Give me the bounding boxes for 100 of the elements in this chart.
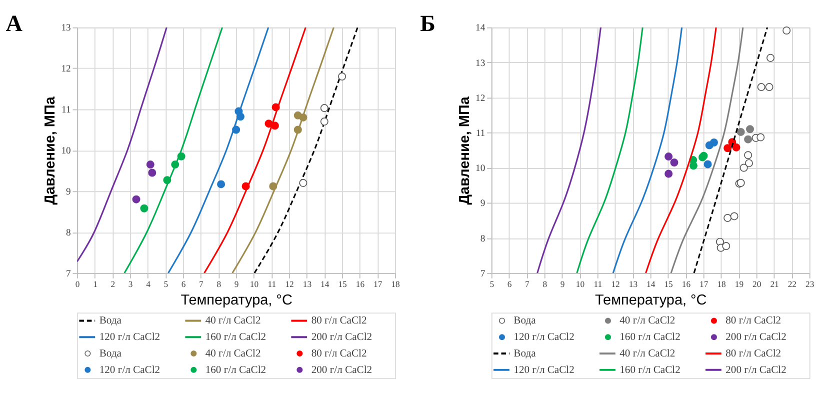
x-tick-label: 17 — [700, 279, 709, 290]
legend-label: 160 г/л CaCl2 — [620, 332, 680, 344]
point — [730, 212, 738, 220]
legend-label: 40 г/л CaCl2 — [620, 348, 676, 360]
x-tick-label: 18 — [391, 279, 400, 290]
y-tick-label: 7 — [66, 268, 72, 280]
y-tick-label: 13 — [61, 22, 72, 34]
x-tick-label: 10 — [250, 279, 259, 290]
point — [299, 178, 308, 187]
line-series — [124, 27, 224, 274]
x-tick-label: 20 — [752, 279, 762, 290]
y-tick-label: 8 — [480, 233, 486, 244]
line-series — [693, 27, 768, 274]
x-tick-label: 11 — [268, 279, 276, 290]
legend-label: 80 г/л CaCl2 — [311, 316, 367, 327]
x-tick-label: 13 — [628, 279, 638, 290]
x-tick-label: 2 — [110, 279, 116, 290]
legend-label: 80 г/л CaCl2 — [726, 316, 782, 327]
x-tick-label: 6 — [507, 279, 512, 290]
point — [766, 54, 775, 62]
y-tick-label: 8 — [66, 227, 72, 238]
y-axis-title: Давление, МПа — [456, 96, 473, 205]
line-series — [612, 27, 683, 274]
chart-title: Б — [420, 11, 436, 38]
legend-label: Вода — [514, 316, 536, 327]
point — [163, 176, 172, 184]
line-series — [254, 27, 358, 274]
legend-label: 40 г/л CaCl2 — [205, 348, 261, 360]
x-tick-label: 9 — [234, 279, 239, 290]
point — [689, 162, 698, 170]
y-tick-label: 10 — [476, 163, 486, 174]
y-tick-label: 10 — [61, 146, 72, 157]
point — [177, 152, 186, 160]
legend-label: 200 г/л CaCl2 — [311, 364, 372, 376]
point — [704, 160, 712, 168]
point — [146, 160, 154, 169]
point — [664, 170, 673, 178]
legend-label: 120 г/л CaCl2 — [514, 332, 574, 344]
point — [132, 195, 140, 204]
x-tick-label: 4 — [146, 279, 152, 290]
legend-label: Вода — [99, 316, 122, 327]
x-axis-title: Температура, °C — [180, 292, 292, 308]
point — [171, 160, 180, 169]
y-tick-label: 13 — [476, 58, 486, 69]
point — [294, 126, 302, 134]
legend-label: Вода — [99, 348, 122, 360]
y-tick-label: 9 — [66, 186, 72, 198]
point — [724, 144, 732, 152]
line-series — [670, 27, 744, 274]
point — [242, 182, 250, 190]
y-axis-title: Давление, МПа — [42, 96, 58, 205]
legend-label: 120 г/л CaCl2 — [99, 364, 160, 376]
line-series — [645, 27, 717, 274]
x-tick-label: 23 — [806, 279, 814, 290]
x-tick-label: 7 — [199, 279, 204, 290]
x-tick-label: 16 — [356, 279, 366, 290]
point — [338, 72, 346, 81]
line-series — [167, 27, 270, 274]
x-tick-label: 13 — [302, 279, 312, 290]
point — [148, 168, 156, 177]
point — [744, 159, 753, 168]
x-tick-label: 18 — [717, 279, 726, 290]
line-series — [232, 27, 335, 274]
point — [320, 104, 328, 112]
x-tick-label: 7 — [525, 279, 530, 290]
point — [236, 112, 244, 121]
legend-label: 40 г/л CaCl2 — [620, 316, 676, 327]
point — [757, 83, 766, 92]
point — [320, 118, 328, 126]
point — [732, 143, 740, 152]
point — [269, 182, 278, 190]
point — [232, 126, 240, 134]
x-tick-label: 10 — [576, 279, 585, 290]
x-tick-label: 14 — [320, 279, 330, 290]
legend-label: 200 г/л CaCl2 — [311, 332, 372, 344]
x-tick-label: 22 — [788, 279, 797, 290]
x-tick-label: 1 — [93, 279, 98, 290]
point — [722, 242, 730, 250]
legend-label: Вода — [514, 348, 536, 360]
x-tick-label: 12 — [611, 279, 620, 290]
y-tick-label: 11 — [476, 128, 486, 140]
x-tick-label: 3 — [128, 279, 133, 290]
line-series — [204, 27, 306, 274]
x-tick-label: 12 — [285, 279, 294, 290]
x-tick-label: 14 — [646, 279, 656, 290]
point — [140, 204, 148, 212]
y-tick-label: 11 — [62, 104, 71, 116]
x-tick-label: 11 — [594, 279, 602, 290]
point — [217, 180, 226, 188]
legend-label: 200 г/л CaCl2 — [726, 364, 786, 376]
legend-label: 80 г/л CaCl2 — [726, 348, 782, 360]
point — [740, 164, 748, 172]
x-tick-label: 21 — [770, 279, 779, 290]
x-tick-label: 5 — [490, 279, 494, 290]
point — [272, 103, 280, 112]
chart-title: А — [6, 11, 23, 38]
line-series — [576, 27, 644, 274]
x-tick-label: 17 — [374, 279, 383, 290]
point — [744, 151, 752, 160]
point — [724, 214, 732, 222]
